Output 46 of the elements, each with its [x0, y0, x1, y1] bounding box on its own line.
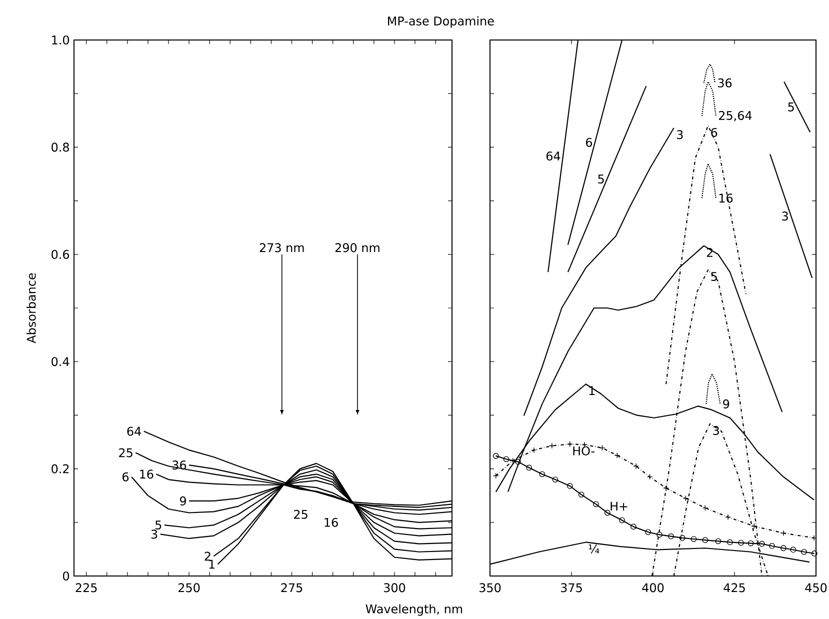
- series-label: 3: [676, 130, 683, 140]
- x-tick-label: 275: [281, 583, 302, 592]
- series-label: 5: [788, 102, 794, 112]
- series-label: 6: [122, 472, 129, 482]
- series-label: 6: [586, 138, 592, 147]
- y-tick-label: 0.6: [52, 250, 70, 259]
- x-axis-title: Wavelength, nm: [366, 604, 462, 616]
- x-tick-label: 350: [480, 583, 501, 592]
- series-label: 2: [204, 552, 210, 561]
- series-label: 36: [718, 78, 732, 88]
- annotation: 16: [324, 518, 338, 527]
- y-tick-label: 0: [62, 571, 70, 581]
- series-label: 25: [119, 448, 132, 458]
- annotation: 290 nm: [335, 243, 380, 252]
- x-tick-label: 250: [178, 583, 200, 592]
- series-label: 9: [723, 399, 730, 408]
- series-label: 3: [713, 426, 719, 436]
- x-tick-label: 425: [724, 583, 745, 592]
- annotation: 25: [294, 510, 308, 519]
- series-label: 3: [782, 212, 788, 221]
- series-label: H+: [610, 502, 628, 511]
- y-tick-label: 0.8: [52, 142, 69, 152]
- annotation: 273 nm: [260, 243, 304, 252]
- series-label: 16: [719, 194, 733, 203]
- y-tick-label: 0.2: [52, 464, 69, 474]
- series-label: 16: [140, 470, 154, 479]
- y-tick-label: 0.4: [52, 357, 70, 366]
- series-label: 9: [180, 496, 186, 506]
- series-label: 5: [598, 174, 604, 184]
- series-label: 6: [711, 128, 718, 137]
- x-tick-label: 300: [384, 583, 406, 592]
- x-tick-label: 225: [76, 583, 97, 592]
- series-label: 64: [127, 426, 141, 436]
- y-tick-label: 1.0: [52, 35, 70, 45]
- series-label: 5: [156, 520, 162, 530]
- y-axis-title: Absorbance: [26, 273, 36, 344]
- series-label: 64: [546, 152, 560, 161]
- x-tick-label: 375: [561, 583, 582, 592]
- series-label: 3: [151, 530, 158, 539]
- series-label: HO-: [573, 446, 595, 456]
- x-tick-label: 400: [642, 583, 664, 592]
- chart-title: MP-ase Dopamine: [388, 16, 494, 28]
- x-tick-label: 450: [805, 583, 827, 592]
- series-label: 1: [209, 560, 214, 569]
- series-label: ¼: [588, 544, 600, 554]
- series-label: 25,64: [719, 110, 752, 122]
